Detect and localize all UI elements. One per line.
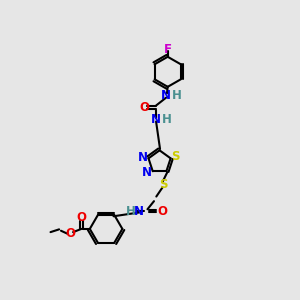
Text: N: N	[142, 166, 152, 179]
Text: H: H	[172, 89, 182, 102]
Text: O: O	[65, 227, 75, 240]
Text: N: N	[161, 89, 171, 102]
Text: O: O	[157, 205, 167, 218]
Text: O: O	[140, 101, 149, 114]
Text: N: N	[134, 205, 144, 218]
Text: H: H	[162, 113, 172, 126]
Text: F: F	[164, 43, 172, 56]
Text: O: O	[76, 211, 86, 224]
Text: N: N	[138, 151, 148, 164]
Text: S: S	[159, 178, 168, 191]
Text: H: H	[126, 205, 136, 218]
Text: N: N	[151, 113, 161, 126]
Text: S: S	[171, 150, 179, 163]
